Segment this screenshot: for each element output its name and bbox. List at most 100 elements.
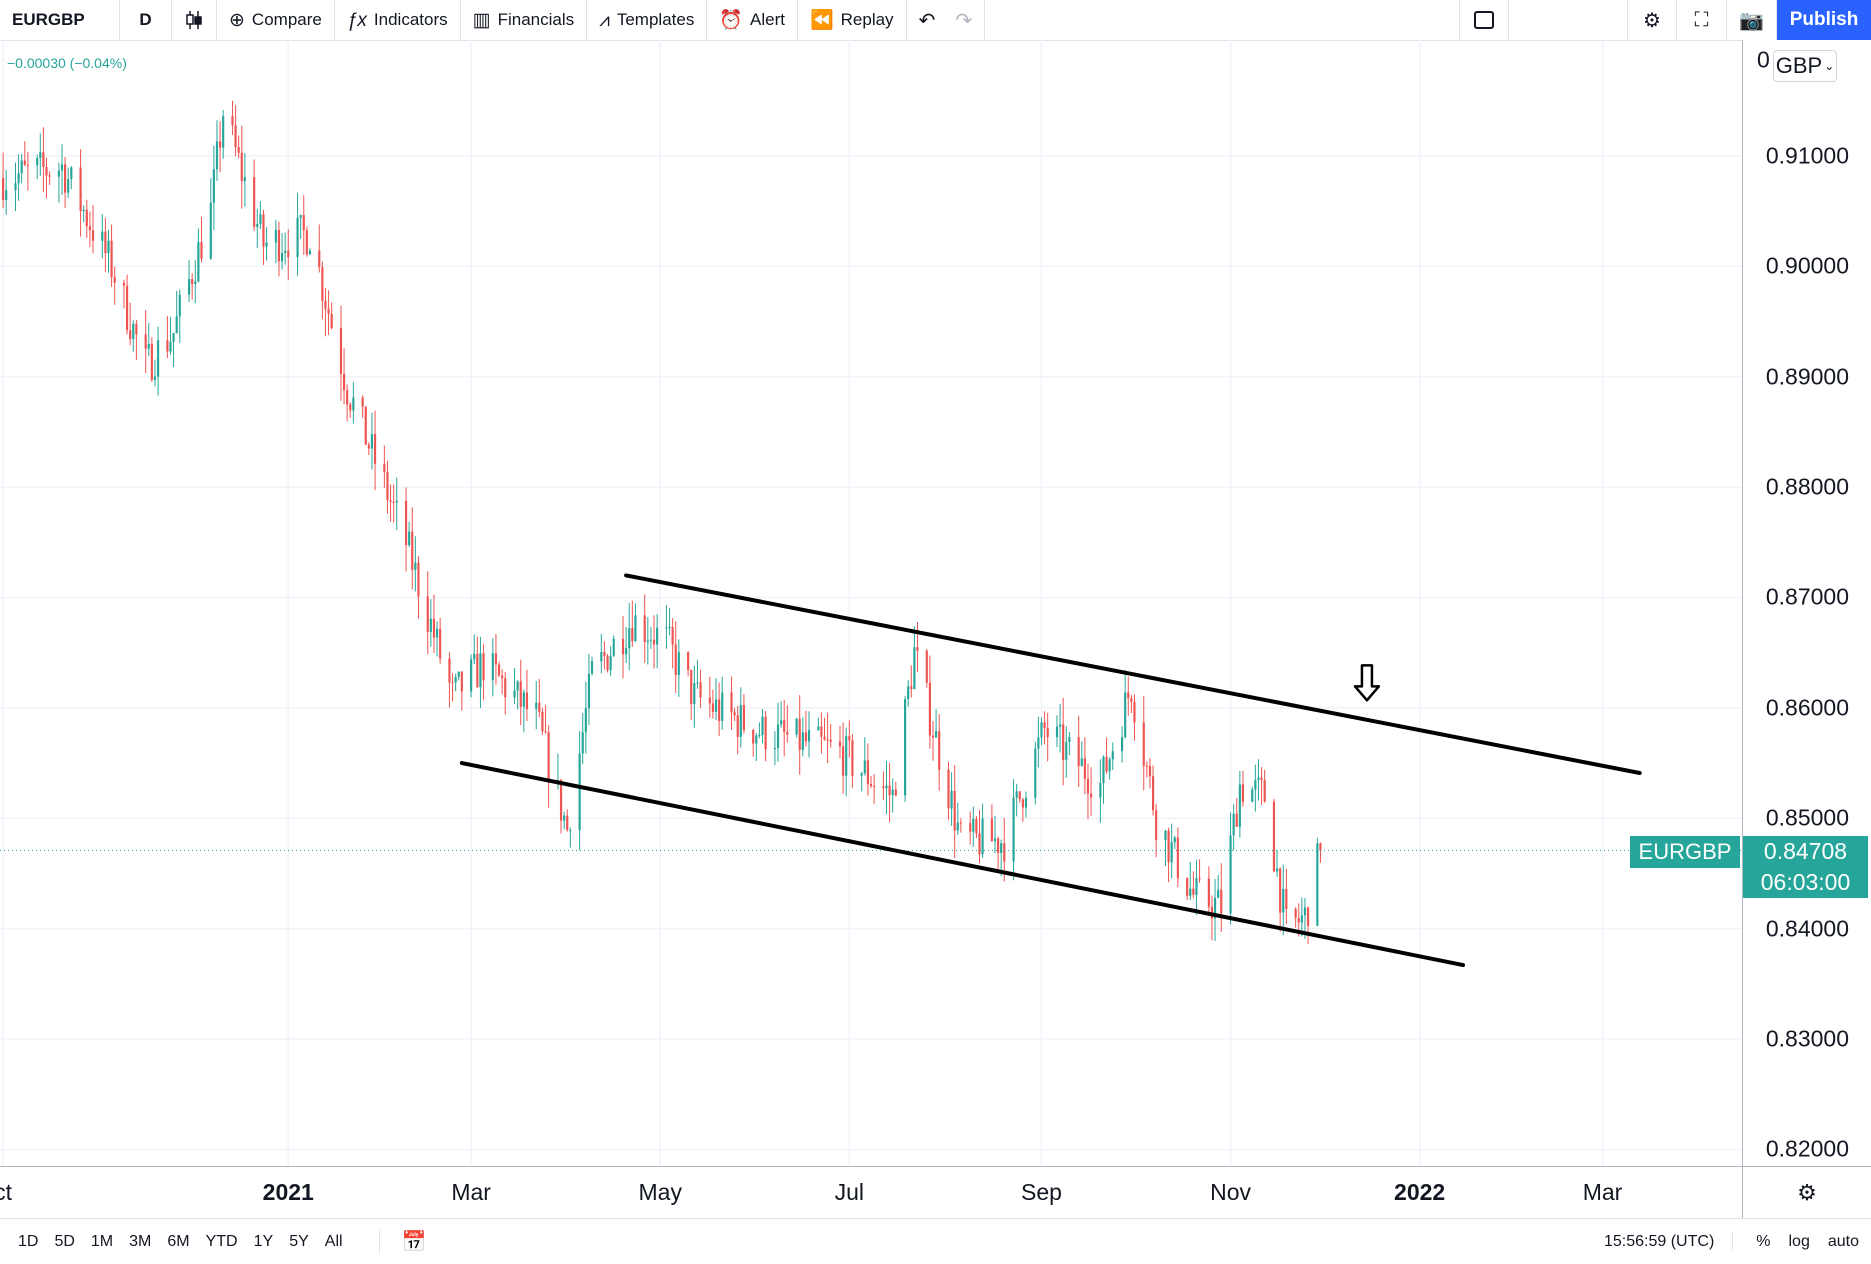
- candle: [414, 536, 417, 592]
- candle: [122, 279, 126, 309]
- candle-body: [783, 720, 786, 732]
- candle: [284, 232, 287, 265]
- layout-button[interactable]: [1459, 0, 1509, 40]
- candle-body: [107, 240, 110, 254]
- candle: [817, 717, 820, 731]
- candle: [612, 635, 615, 658]
- candle: [1043, 711, 1046, 745]
- candle-body: [64, 164, 67, 193]
- candle: [736, 706, 739, 755]
- templates-button[interactable]: ⩘ Templates: [587, 0, 708, 40]
- candle: [1257, 759, 1260, 801]
- percent-toggle[interactable]: %: [1756, 1232, 1771, 1250]
- indicators-button[interactable]: ƒx Indicators: [335, 0, 461, 40]
- alert-button[interactable]: ⏰ Alert: [707, 0, 798, 40]
- candle: [1217, 874, 1220, 898]
- candle-body: [110, 240, 113, 278]
- financials-button[interactable]: ▥ Financials: [461, 0, 588, 40]
- candle-body: [1263, 780, 1266, 802]
- candle: [708, 676, 711, 718]
- price-chart[interactable]: [0, 40, 1742, 1166]
- candle: [215, 120, 219, 181]
- candle: [349, 402, 352, 418]
- candle: [383, 445, 386, 488]
- candle-body: [866, 760, 869, 784]
- candle-body: [23, 160, 26, 165]
- candle-body: [57, 170, 60, 177]
- candle-body: [544, 731, 547, 733]
- candle-body: [860, 773, 863, 776]
- candle: [891, 778, 894, 813]
- utc-clock[interactable]: 15:56:59 (UTC): [1604, 1232, 1734, 1251]
- range-3m[interactable]: 3M: [129, 1232, 152, 1250]
- replay-button[interactable]: ⏪ Replay: [798, 0, 907, 40]
- candle-body: [408, 531, 411, 546]
- candle: [826, 712, 829, 763]
- candle: [491, 638, 494, 697]
- candle: [776, 702, 780, 762]
- publish-button[interactable]: Publish: [1777, 0, 1871, 40]
- candle-body: [265, 242, 268, 247]
- candle: [838, 725, 842, 759]
- candle-body: [606, 655, 609, 671]
- auto-toggle[interactable]: auto: [1827, 1232, 1859, 1250]
- candle: [1037, 716, 1040, 768]
- candle: [1285, 868, 1288, 925]
- range-1m[interactable]: 1M: [90, 1232, 114, 1250]
- log-toggle[interactable]: log: [1788, 1232, 1810, 1250]
- candle: [361, 395, 364, 419]
- candle-body: [85, 209, 88, 227]
- range-5d[interactable]: 5D: [54, 1232, 75, 1250]
- time-axis[interactable]: ct 2021 Mar May Jul Sep Nov 2022 Mar: [0, 1166, 1742, 1218]
- candle: [135, 319, 138, 360]
- price-axis[interactable]: 0 0.82000 0.83000 0.84000 0.85000 0.86000 0.8…: [1742, 40, 1871, 1166]
- axis-settings-button[interactable]: ⚙: [1742, 1166, 1871, 1218]
- candle: [1124, 669, 1127, 739]
- candle: [656, 613, 659, 669]
- candle-body: [169, 341, 172, 352]
- currency-selector[interactable]: GBP ⌄: [1773, 50, 1837, 82]
- compare-button[interactable]: ⊕ Compare: [217, 0, 335, 40]
- candle: [696, 659, 699, 689]
- interval-button[interactable]: D: [120, 0, 172, 40]
- candle: [1021, 797, 1024, 822]
- range-1d[interactable]: 1D: [18, 1232, 39, 1250]
- candle-body: [305, 230, 308, 255]
- candle: [563, 811, 566, 830]
- candle: [435, 621, 439, 657]
- candle: [730, 676, 733, 730]
- range-1y[interactable]: 1Y: [253, 1232, 274, 1250]
- candle-body: [389, 500, 392, 502]
- candle-body: [1235, 813, 1238, 827]
- fullscreen-icon: ⛶: [1694, 8, 1709, 31]
- symbol-search[interactable]: EURGBP: [0, 0, 120, 40]
- candle: [1210, 895, 1214, 941]
- range-all[interactable]: All: [324, 1232, 343, 1250]
- candle: [652, 615, 656, 669]
- candle-body: [240, 152, 243, 182]
- range-5y[interactable]: 5Y: [289, 1232, 309, 1250]
- candle: [634, 603, 637, 643]
- candle-body: [1145, 765, 1148, 767]
- time-tick-label: 2021: [262, 1179, 314, 1205]
- settings-button[interactable]: ⚙: [1627, 0, 1677, 40]
- snapshot-button[interactable]: 📷: [1727, 0, 1777, 40]
- calendar-icon[interactable]: 📅: [378, 1229, 426, 1254]
- candle: [296, 192, 299, 276]
- chart-type-button[interactable]: [172, 0, 217, 40]
- candle-body: [1229, 835, 1232, 914]
- candle-body: [212, 169, 215, 203]
- redo-icon[interactable]: ↷: [955, 9, 973, 32]
- range-ytd[interactable]: YTD: [205, 1232, 238, 1250]
- range-6m[interactable]: 6M: [167, 1232, 190, 1250]
- candle-body: [894, 789, 897, 796]
- candle: [342, 348, 346, 405]
- candle: [665, 605, 668, 649]
- candle: [820, 712, 823, 754]
- price-tick-label: 0.88000: [1765, 473, 1849, 500]
- fullscreen-button[interactable]: ⛶: [1677, 0, 1727, 40]
- candle: [191, 273, 194, 300]
- candle-body: [259, 214, 262, 224]
- undo-icon[interactable]: ↶: [918, 9, 936, 32]
- candle: [516, 680, 519, 710]
